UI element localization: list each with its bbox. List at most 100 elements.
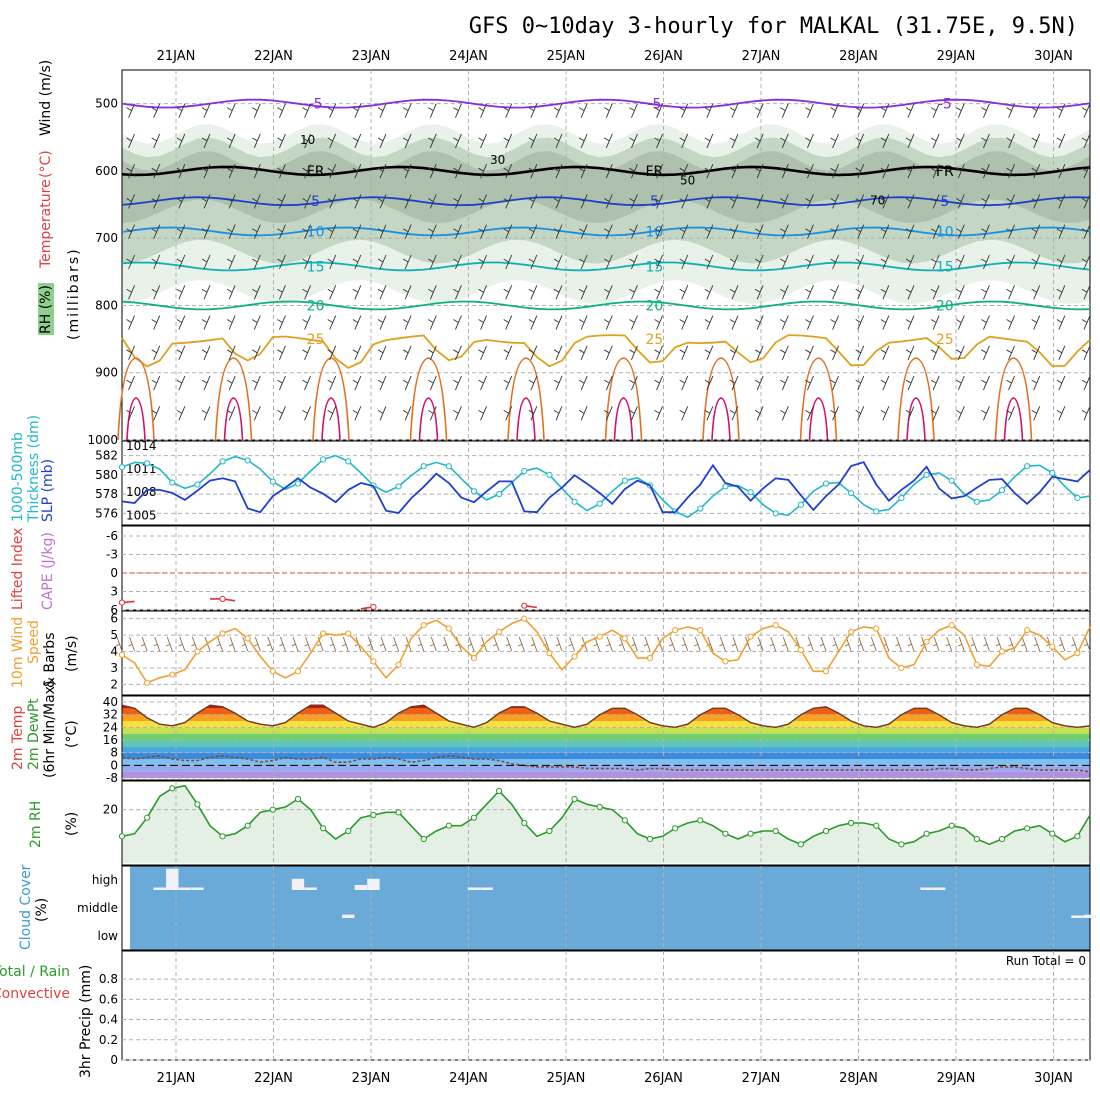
upper-wind-barb bbox=[302, 133, 311, 149]
cloud-high-bar bbox=[467, 887, 481, 890]
thickness-point bbox=[873, 508, 880, 515]
temp-band bbox=[122, 727, 1090, 734]
thickness-point bbox=[1074, 494, 1081, 502]
isotherm-30-loop bbox=[994, 357, 1033, 441]
upper-wind-barb bbox=[528, 224, 538, 239]
upper-wind-barb bbox=[277, 345, 286, 360]
upper-wind-barb bbox=[1056, 375, 1066, 391]
wind10-label-3: & Barbs bbox=[42, 633, 58, 689]
cloud-level-label: low bbox=[98, 929, 119, 943]
rh2m-point bbox=[521, 819, 528, 827]
upper-wind-barb bbox=[201, 285, 211, 300]
upper-wind-barb bbox=[226, 345, 236, 360]
upper-wind-barb bbox=[226, 103, 236, 118]
wind10-barb bbox=[467, 636, 475, 652]
upper-wind-barb bbox=[377, 224, 387, 239]
upper-wind-barb bbox=[729, 224, 739, 239]
wind-tick-label: 2 bbox=[110, 677, 118, 691]
upper-wind-barb bbox=[880, 315, 890, 330]
upper-wind-barb bbox=[428, 285, 437, 300]
upper-wind-barb bbox=[553, 285, 563, 300]
wind10-barb bbox=[254, 636, 261, 652]
rh2m-point bbox=[320, 825, 327, 832]
wind10-barb bbox=[140, 636, 148, 652]
upper-wind-barb bbox=[855, 285, 865, 300]
cloud-high-bar bbox=[166, 868, 179, 890]
precip-axis-label: 3hr Precip (mm) bbox=[78, 965, 94, 1078]
wind10-barb bbox=[719, 636, 726, 652]
upper-wind-barb bbox=[729, 315, 739, 330]
precip-frame bbox=[121, 950, 1091, 1061]
wind-tick-label: 5 bbox=[110, 628, 118, 642]
wind10-point bbox=[546, 650, 553, 657]
upper-wind-barb bbox=[805, 224, 814, 239]
upper-wind-barb bbox=[277, 406, 286, 421]
upper-wind-barb bbox=[981, 254, 990, 270]
wind10-point bbox=[923, 638, 930, 645]
upper-wind-barb bbox=[654, 345, 663, 360]
wind10-barb bbox=[342, 636, 349, 652]
upper-wind-barb bbox=[503, 224, 513, 239]
upper-wind-barb bbox=[503, 315, 513, 330]
upper-wind-barb bbox=[629, 254, 638, 270]
upper-wind-barb bbox=[226, 194, 236, 209]
wind10-barb bbox=[442, 636, 450, 652]
thickness-tick-label: 578 bbox=[95, 487, 118, 501]
upper-wind-barb bbox=[830, 254, 839, 270]
cloud-high-bar bbox=[480, 887, 493, 890]
precip-tick-label: 0 bbox=[110, 1053, 118, 1067]
upper-wind-barb bbox=[1081, 164, 1091, 179]
upper-wind-barb bbox=[855, 224, 865, 239]
upper-wind-barb bbox=[905, 285, 915, 300]
upper-wind-barb bbox=[528, 406, 538, 421]
upper-wind-barb bbox=[1006, 254, 1015, 270]
thickness-point bbox=[621, 477, 628, 484]
upper-wind-barb bbox=[402, 224, 412, 239]
upper-wind-barb bbox=[855, 164, 865, 179]
upper-wind-barb bbox=[805, 406, 814, 421]
upper-wind-barb bbox=[553, 315, 563, 330]
thickness-point bbox=[596, 500, 603, 507]
wind10-barb bbox=[505, 636, 513, 652]
upper-wind-barb bbox=[402, 103, 412, 118]
upper-wind-barb bbox=[1031, 224, 1041, 239]
wind-frame bbox=[121, 610, 1091, 696]
date-label-top: 25JAN bbox=[547, 49, 586, 64]
upper-wind-barb bbox=[956, 133, 965, 149]
upper-wind-barb bbox=[352, 224, 362, 239]
rh2m-point bbox=[797, 841, 804, 848]
wind10-point bbox=[470, 655, 478, 662]
upper-wind-barb bbox=[654, 194, 663, 209]
upper-wind-barb bbox=[1056, 285, 1066, 300]
upper-wind-barb bbox=[402, 406, 412, 421]
upper-wind-barb bbox=[1031, 406, 1041, 421]
upper-wind-barb bbox=[578, 164, 588, 179]
upper-wind-barb bbox=[1031, 345, 1041, 360]
upper-wind-barb bbox=[578, 345, 588, 360]
rh2m-point bbox=[395, 809, 402, 816]
upper-wind-barb bbox=[428, 103, 437, 118]
wind10-barb bbox=[430, 636, 437, 652]
cloud-high-bar bbox=[178, 887, 192, 890]
upper-wind-barb bbox=[704, 406, 714, 421]
upper-wind-barb bbox=[905, 406, 915, 421]
wind10-point bbox=[521, 615, 528, 622]
upper-wind-barb bbox=[528, 103, 538, 118]
wind10-barb bbox=[241, 636, 249, 652]
upper-wind-barb bbox=[780, 345, 789, 360]
slp-label: SLP (mb) bbox=[40, 459, 56, 522]
upper-wind-barb bbox=[277, 375, 286, 391]
rh2m-point bbox=[420, 835, 427, 843]
upper-wind-barb bbox=[578, 224, 588, 239]
upper-wind-barb bbox=[629, 375, 638, 391]
upper-wind-barb bbox=[930, 285, 940, 300]
isotherm-25 bbox=[121, 334, 1091, 370]
upper-wind-barb bbox=[453, 285, 462, 300]
rh2m-point bbox=[973, 835, 980, 843]
lifted-tick-label: 0 bbox=[110, 566, 118, 580]
upper-wind-barb bbox=[352, 194, 362, 209]
isotherm-label: 20 bbox=[936, 298, 954, 314]
wind10-barb bbox=[907, 636, 915, 652]
upper-wind-barb bbox=[302, 103, 311, 118]
upper-wind-barb bbox=[629, 133, 638, 149]
